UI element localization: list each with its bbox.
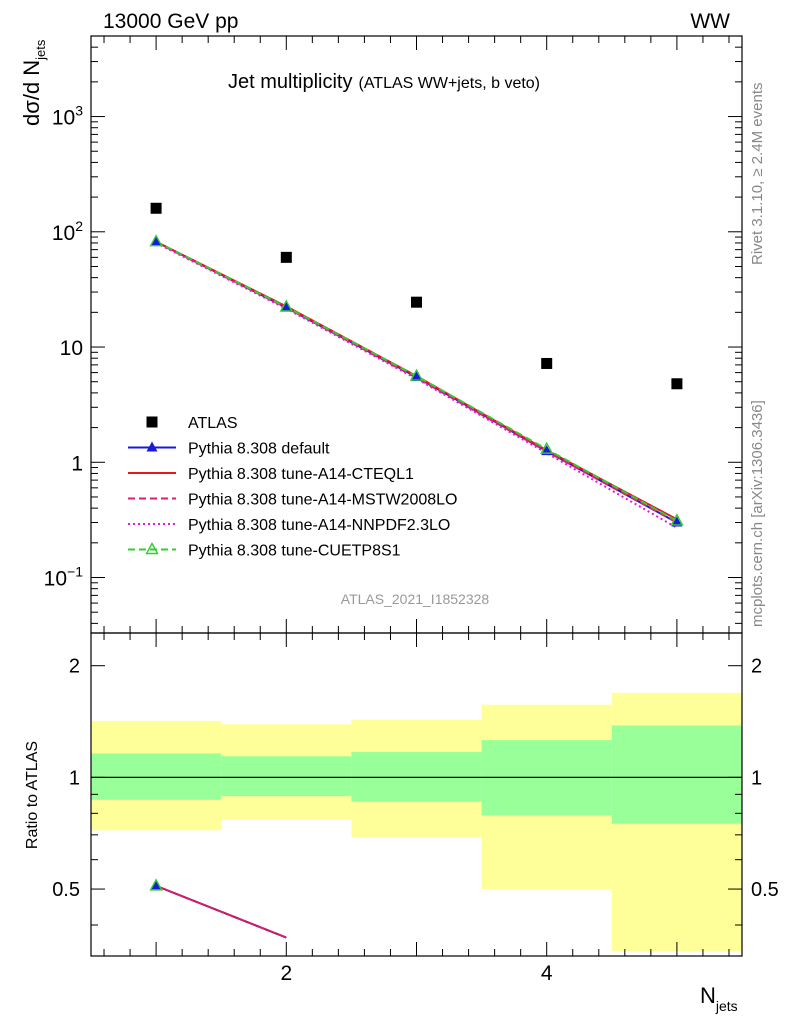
- ratio-y-tick-label: 0.5: [52, 879, 80, 901]
- ratio-axis-ticks: 0.5 0.5 1 1 2 2 2 4: [52, 633, 779, 985]
- data-point-atlas: [671, 378, 683, 390]
- data-point-cuetp8s1: [409, 368, 424, 381]
- data-point-default: [150, 235, 162, 246]
- data-point-atlas: [150, 202, 162, 214]
- main-y-tick-label: 10: [60, 337, 83, 360]
- analysis-watermark: ATLAS_2021_I1852328: [341, 591, 490, 607]
- series-line: [155, 242, 678, 529]
- mcplots-label: mcplots.cern.ch [arXiv:1306.3436]: [749, 400, 766, 627]
- data-point-default: [671, 516, 683, 527]
- legend: ATLAS Pythia 8.308 default Pythia 8.308 tu…: [128, 415, 457, 560]
- legend-label: ATLAS: [188, 415, 238, 432]
- legend-label: Pythia 8.308 tune-A14-MSTW2008LO: [188, 492, 457, 509]
- ratio-line-mstw: [155, 885, 287, 939]
- legend-marker: [145, 542, 159, 555]
- ratio-y-tick-label: 1: [69, 767, 80, 789]
- legend-label: Pythia 8.308 tune-A14-NNPDF2.3LO: [188, 517, 450, 534]
- main-axis-ticks: 10−1 1 10 102 103: [44, 35, 742, 633]
- data-point-cuetp8s1: [279, 299, 293, 312]
- svg-text:dσ/d Njets: dσ/d Njets: [19, 39, 48, 126]
- data-point-cuetp8s1: [670, 513, 684, 526]
- ratio-y-axis-label: Ratio to ATLAS: [24, 741, 41, 849]
- ratio-point-default: [150, 879, 162, 890]
- chart-title: Jet multiplicity (ATLAS WW+jets, b veto): [228, 71, 540, 93]
- ratio-y-tick-label-right: 2: [751, 656, 762, 678]
- data-point-atlas: [411, 296, 422, 308]
- legend-marker: [146, 416, 158, 428]
- ratio-band-inner: [611, 725, 742, 824]
- data-point-default: [280, 301, 292, 312]
- data-point-atlas: [541, 357, 553, 369]
- energy-label: 13000 GeV pp: [103, 10, 238, 33]
- x-axis-label: Njets: [700, 983, 738, 1014]
- ratio-band-inner: [91, 753, 222, 800]
- process-label: WW: [690, 10, 730, 33]
- ratio-y-tick-label-right: 0.5: [751, 879, 779, 901]
- ratio-y-tick-label-right: 1: [751, 767, 762, 789]
- x-tick-label: 4: [541, 962, 553, 985]
- legend-label: Pythia 8.308 tune-A14-CTEQL1: [188, 466, 414, 483]
- ratio-band-inner: [221, 756, 352, 797]
- legend-marker: [146, 441, 158, 452]
- main-series-layer: [149, 202, 684, 529]
- data-point-cuetp8s1: [540, 441, 554, 454]
- rivet-version-label: Rivet 3.1.10, ≥ 2.4M events: [749, 83, 766, 266]
- ratio-bands-layer: [91, 692, 742, 952]
- ratio-point-cuetp8s1: [149, 878, 163, 891]
- data-point-default: [411, 370, 422, 381]
- main-y-tick-label: 1: [71, 452, 83, 475]
- main-y-tick-label: 103: [52, 103, 83, 130]
- data-point-atlas: [280, 251, 292, 263]
- data-point-cuetp8s1: [149, 234, 163, 247]
- main-y-tick-label: 10−1: [44, 564, 84, 591]
- ratio-y-tick-label: 2: [69, 656, 80, 678]
- ratio-series-layer: [149, 878, 287, 939]
- main-y-axis-label: dσ/d Njets: [19, 39, 48, 126]
- legend-label: Pythia 8.308 tune-CUETP8S1: [188, 543, 401, 560]
- main-y-tick-label: 102: [52, 218, 83, 245]
- legend-label: Pythia 8.308 default: [188, 441, 330, 458]
- x-tick-label: 2: [280, 962, 292, 985]
- ratio-plot-frame: [90, 632, 743, 957]
